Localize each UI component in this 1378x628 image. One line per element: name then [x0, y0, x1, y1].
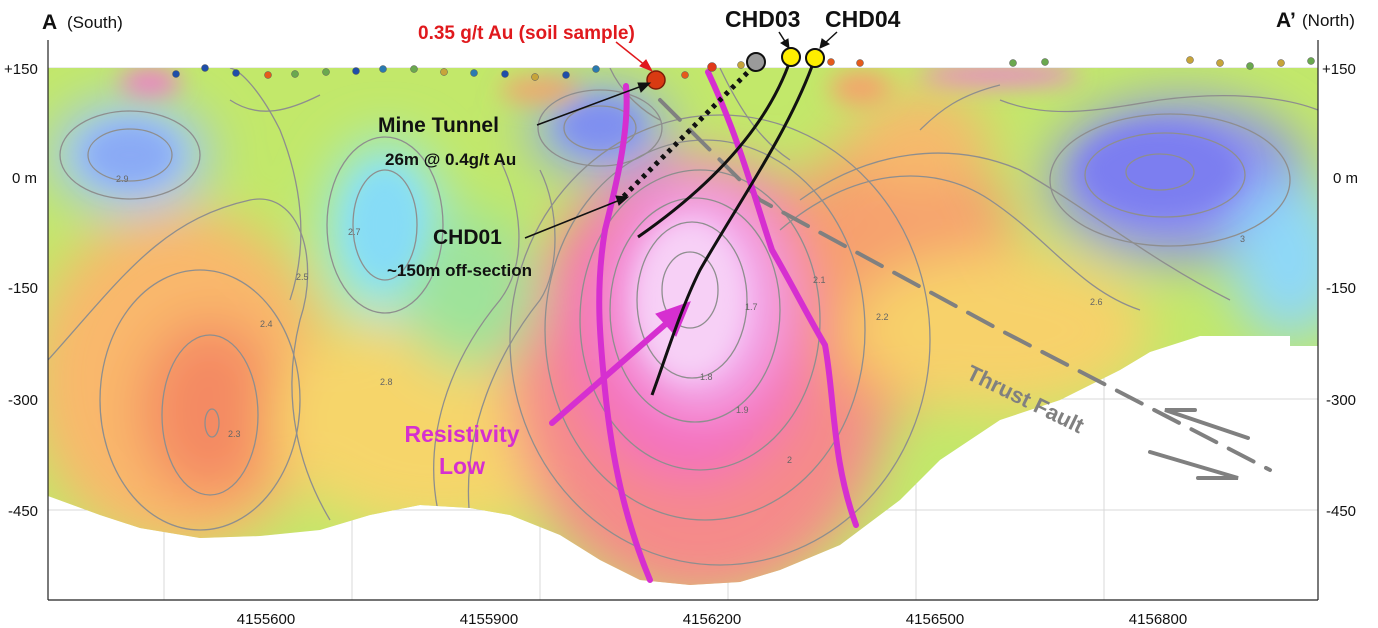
contour-label: 2.8	[380, 377, 393, 387]
resistivity-low-label-line2: Low	[439, 453, 485, 479]
chd03-pointer	[778, 31, 790, 49]
elevation-tick: +150	[1322, 61, 1356, 78]
northing-tick: 4155900	[460, 611, 518, 628]
elevation-axis-left: +150 0 m -150 -300 -450	[4, 61, 38, 520]
mine-tunnel-title: Mine Tunnel	[378, 114, 499, 137]
elevation-tick: -150	[8, 280, 38, 297]
elevation-tick: +150	[4, 61, 38, 78]
chd04-label: CHD04	[825, 6, 901, 32]
elevation-tick: -300	[8, 392, 38, 409]
northing-axis: 4155600 4155900 4156200 4156500 4156800	[237, 611, 1187, 628]
chd01-note: ~150m off-section	[387, 261, 532, 280]
contour-label: 2.5	[296, 272, 309, 282]
soil-sample-label: 0.35 g/t Au (soil sample)	[418, 23, 635, 44]
chd04-collar	[805, 48, 825, 68]
elevation-axis-right: +150 0 m -150 -300 -450	[1322, 61, 1358, 520]
contour-label: 1.9	[736, 405, 749, 415]
elevation-tick: 0 m	[1333, 170, 1358, 187]
northing-tick: 4156500	[906, 611, 964, 628]
mine-tunnel-pointer	[536, 82, 652, 126]
chd01-pointer	[524, 195, 630, 239]
drillhole-traces	[637, 57, 817, 396]
section-end-letter: A’	[1276, 9, 1296, 32]
chd03-label: CHD03	[725, 6, 800, 32]
resistivity-low-label-line1: Resistivity	[404, 421, 519, 447]
soil-sample-anomaly-marker	[646, 70, 666, 90]
section-start-direction: (South)	[67, 13, 123, 32]
elevation-tick: -300	[1326, 392, 1356, 409]
contour-lines	[48, 68, 1318, 566]
resistivity-color-field: 2.9 2.7 2.5 2.4 2.3 2.2 2.1 2 1.9 1.8 1.…	[48, 68, 1318, 585]
fault-motion-arrows	[1148, 408, 1250, 480]
elevation-tick: -450	[8, 503, 38, 520]
northing-tick: 4155600	[237, 611, 295, 628]
contour-label: 2.7	[348, 227, 361, 237]
contour-label: 2.1	[813, 275, 826, 285]
elevation-tick: -150	[1326, 280, 1356, 297]
contour-label: 1.7	[745, 302, 758, 312]
contour-label: 1.8	[700, 372, 713, 382]
soil-sample-pointer	[615, 41, 654, 73]
contour-label: 2.3	[228, 429, 241, 439]
chd03-collar	[781, 47, 801, 67]
contour-label: 2.9	[116, 174, 129, 184]
chd03-trace	[637, 57, 793, 239]
chd04-pointer	[819, 31, 838, 49]
northing-tick: 4156800	[1129, 611, 1187, 628]
mine-tunnel-trace	[618, 58, 762, 202]
contour-label: 2	[787, 455, 792, 465]
elevation-tick: 0 m	[12, 170, 37, 187]
contour-value-labels: 2.9 2.7 2.5 2.4 2.3 2.2 2.1 2 1.9 1.8 1.…	[116, 174, 1245, 465]
northing-tick: 4156200	[683, 611, 741, 628]
thrust-fault	[658, 98, 1272, 472]
elevation-tick: -450	[1326, 503, 1356, 520]
section-end-direction: (North)	[1302, 11, 1355, 30]
soil-sample-points	[172, 56, 1315, 81]
section-start-letter: A	[42, 11, 57, 34]
contour-label: 2.4	[260, 319, 273, 329]
chd04-trace	[650, 57, 817, 396]
resistivity-low-outline	[596, 69, 859, 583]
contour-label: 2.6	[1090, 297, 1103, 307]
contour-label: 3	[1240, 234, 1245, 244]
chd01-label: CHD01	[433, 226, 502, 249]
contour-label: 2.2	[876, 312, 889, 322]
mine-tunnel-collar	[746, 52, 766, 72]
axis-frame	[47, 40, 1319, 601]
mine-tunnel-grade: 26m @ 0.4g/t Au	[385, 150, 516, 169]
